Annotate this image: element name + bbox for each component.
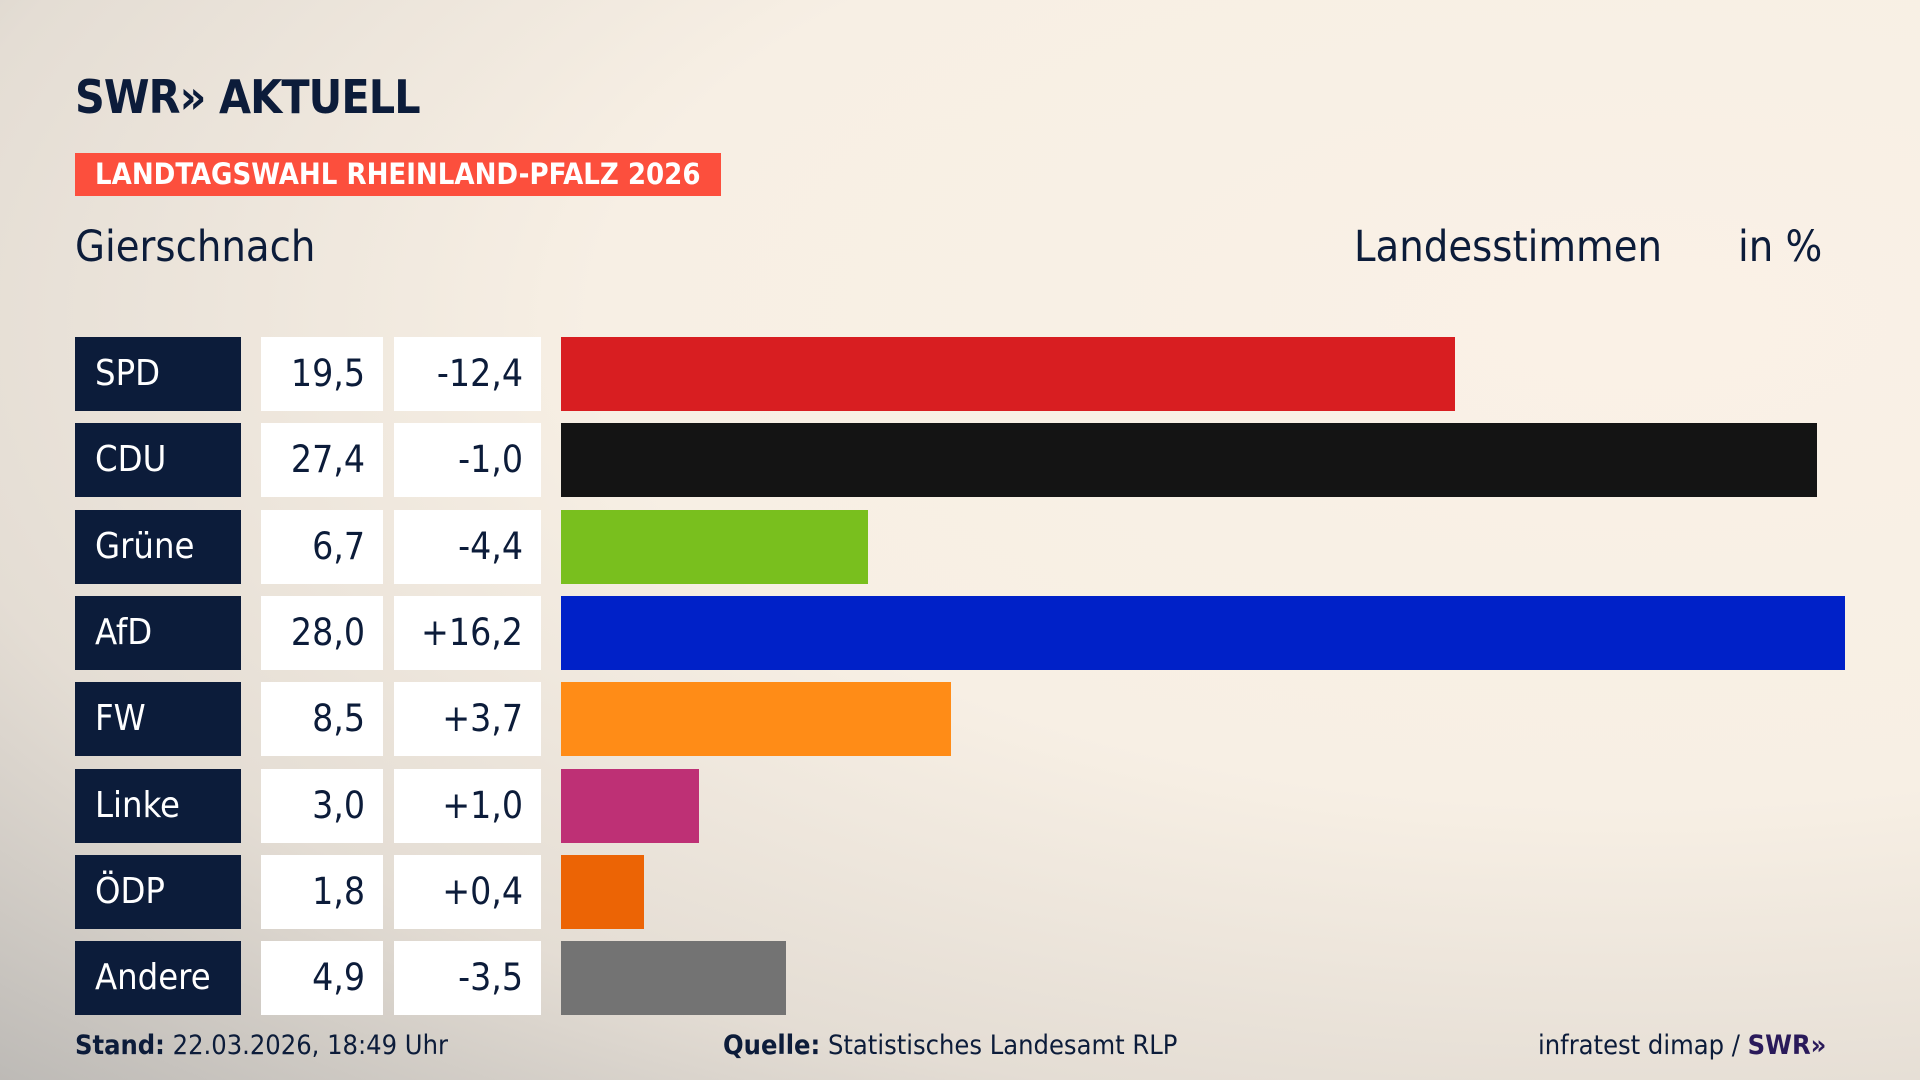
value-label: 6,7 bbox=[261, 509, 383, 584]
value-label: 3,0 bbox=[261, 768, 383, 843]
swr-logo-small: SWR» bbox=[1747, 1030, 1827, 1061]
diff-label: -3,5 bbox=[394, 941, 541, 1016]
value-label: 8,5 bbox=[261, 682, 383, 757]
header-label: Landesstimmen bbox=[1354, 222, 1663, 272]
party-label: SPD bbox=[75, 337, 241, 411]
source-value: Statistisches Landesamt RLP bbox=[827, 1030, 1178, 1061]
diff-label: -12,4 bbox=[394, 337, 541, 411]
value-label: 4,9 bbox=[261, 941, 383, 1016]
diff-label: +0,4 bbox=[394, 854, 541, 929]
source-label: Quelle: bbox=[723, 1030, 821, 1061]
stand-value: 22.03.2026, 18:49 Uhr bbox=[172, 1030, 448, 1061]
credit-text: infratest dimap / bbox=[1538, 1030, 1748, 1061]
header-unit: in % bbox=[1738, 222, 1823, 272]
bar bbox=[561, 595, 1845, 670]
party-label: ÖDP bbox=[75, 854, 241, 929]
value-label: 27,4 bbox=[261, 423, 383, 498]
value-label: 19,5 bbox=[261, 337, 383, 411]
diff-label: +16,2 bbox=[394, 595, 541, 670]
bar bbox=[561, 768, 699, 843]
stand: Stand: 22.03.2026, 18:49 Uhr bbox=[75, 1030, 448, 1061]
party-label: FW bbox=[75, 682, 241, 757]
party-label: Linke bbox=[75, 768, 241, 843]
diff-label: +3,7 bbox=[394, 682, 541, 757]
diff-label: -1,0 bbox=[394, 423, 541, 498]
bar bbox=[561, 682, 951, 757]
party-label: Grüne bbox=[75, 509, 241, 584]
page-title: Gierschnach bbox=[75, 222, 316, 272]
value-label: 28,0 bbox=[261, 595, 383, 670]
value-label: 1,8 bbox=[261, 854, 383, 929]
bar bbox=[561, 941, 786, 1016]
party-label: AfD bbox=[75, 595, 241, 670]
swr-aktuell-logo: SWR» AKTUELL bbox=[75, 70, 421, 124]
bar bbox=[561, 423, 1818, 498]
credit: infratest dimap / SWR» bbox=[1538, 1030, 1826, 1061]
diff-label: -4,4 bbox=[394, 509, 541, 584]
bar bbox=[561, 854, 644, 929]
bar bbox=[561, 509, 869, 584]
source: Quelle: Statistisches Landesamt RLP bbox=[723, 1030, 1177, 1061]
stand-label: Stand: bbox=[75, 1030, 165, 1061]
election-banner: LANDTAGSWAHL RHEINLAND-PFALZ 2026 bbox=[75, 153, 721, 196]
diff-label: +1,0 bbox=[394, 768, 541, 843]
party-label: CDU bbox=[75, 423, 241, 498]
party-label: Andere bbox=[75, 941, 241, 1016]
bar bbox=[561, 337, 1456, 411]
